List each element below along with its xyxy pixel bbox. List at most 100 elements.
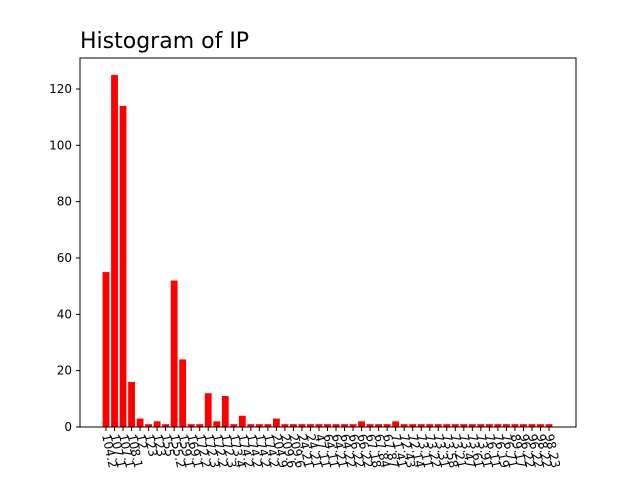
x-tick-label: 107.1 <box>116 433 137 470</box>
bar-34 <box>392 421 400 427</box>
bar-2 <box>119 105 127 427</box>
x-tick-label: 172.3 <box>201 433 222 470</box>
bar-28 <box>341 424 348 427</box>
bar-20 <box>272 418 280 427</box>
x-tick-label: 174.2 <box>244 433 265 470</box>
x-tick-label: 73.91 <box>474 433 495 470</box>
x-tick-label: 159.1 <box>176 433 197 470</box>
bar-0 <box>102 272 110 427</box>
bar-6 <box>153 421 161 427</box>
bar-25 <box>315 424 323 427</box>
x-tick-label: 204.9 <box>269 433 290 470</box>
bar-31 <box>366 424 374 427</box>
bar-35 <box>400 424 408 427</box>
x-tick-label: 24.21 <box>304 433 325 470</box>
bar-10 <box>187 424 195 427</box>
bar-12 <box>204 393 212 427</box>
y-tick-label: 80 <box>57 195 72 209</box>
x-tick-label: 73.61 <box>465 433 486 470</box>
x-tick-label: 66.22 <box>346 433 367 470</box>
x-tick-label: 123 <box>150 433 168 458</box>
bar-43 <box>468 424 476 427</box>
x-tick-label: 24.21 <box>295 433 316 470</box>
x-tick-label: 64.22 <box>338 433 359 470</box>
x-tick-label: 12 <box>133 433 150 451</box>
y-tick-label: 20 <box>57 364 72 378</box>
x-tick-label: 155 <box>159 433 177 458</box>
x-tick-label: 108.1 <box>125 433 146 470</box>
x-tick-label: 155.2 <box>167 433 188 470</box>
x-tick-label: 174.2 <box>252 433 273 470</box>
x-tick-label: 89.17 <box>508 433 529 470</box>
bar-32 <box>375 424 383 427</box>
x-tick-label: 174.2 <box>261 433 282 470</box>
y-tick-label: 120 <box>49 82 72 96</box>
x-tick-label: 96.22 <box>525 433 546 470</box>
x-tick-label: 173.4 <box>227 433 248 470</box>
x-tick-label: 71.41 <box>389 433 410 470</box>
bar-50 <box>528 424 536 427</box>
x-tick-label: 72.14 <box>406 433 427 470</box>
bar-44 <box>477 424 485 427</box>
x-tick-label: 67.84 <box>372 433 393 470</box>
bar-39 <box>434 424 442 427</box>
bar-4 <box>136 418 144 427</box>
bar-21 <box>281 424 289 427</box>
x-axis: 104.2107.1107.1108.112123123155155.2159.… <box>99 427 563 469</box>
bar-30 <box>358 421 365 427</box>
bar-37 <box>417 424 425 427</box>
bar-23 <box>298 424 306 427</box>
x-tick-label: 73.47 <box>457 433 478 470</box>
bar-8 <box>170 280 178 427</box>
bar-40 <box>443 424 451 427</box>
x-tick-label: 73.31 <box>431 433 452 470</box>
bar-27 <box>332 424 340 427</box>
bar-26 <box>324 424 331 427</box>
x-tick-label: 47.11 <box>312 433 333 470</box>
x-tick-label: 76.71 <box>499 433 520 470</box>
x-tick-label: 72.43 <box>397 433 418 470</box>
x-tick-label: 172.2 <box>210 433 231 470</box>
x-tick-label: 66.22 <box>355 433 376 470</box>
x-tick-label: 67.18 <box>363 433 384 470</box>
x-tick-label: 64.11 <box>321 433 342 470</box>
y-tick-label: 40 <box>57 307 72 321</box>
x-tick-label: 73.21 <box>448 433 469 470</box>
bar-46 <box>494 424 502 427</box>
x-tick-label: 76.11 <box>482 433 503 470</box>
bar-1 <box>111 74 118 428</box>
x-tick-label: 174.2 <box>235 433 256 470</box>
bar-42 <box>460 424 468 427</box>
x-tick-label: 73.22 <box>423 433 444 470</box>
bar-5 <box>145 424 153 427</box>
plot-frame <box>79 57 577 428</box>
bar-3 <box>128 381 135 427</box>
bar-18 <box>255 424 263 427</box>
x-tick-label: 123 <box>142 433 160 458</box>
x-tick-label: 172.2 <box>193 433 214 470</box>
bar-9 <box>179 359 187 427</box>
x-tick-label: 76.19 <box>491 433 512 470</box>
bar-38 <box>426 424 434 427</box>
x-tick-label: 67.87 <box>380 433 401 470</box>
x-tick-label: 104.2 <box>99 433 120 470</box>
x-tick-label: 73.58 <box>440 433 461 470</box>
bar-group <box>102 74 553 428</box>
bar-15 <box>230 424 238 427</box>
x-tick-label: 96.22 <box>517 433 538 470</box>
bar-36 <box>409 424 417 427</box>
bar-45 <box>485 424 493 427</box>
bar-22 <box>290 424 297 427</box>
x-tick-label: 209.6 <box>278 433 299 470</box>
bar-19 <box>264 424 272 427</box>
bar-52 <box>545 424 553 427</box>
bar-33 <box>383 424 391 427</box>
x-tick-label: 98.22 <box>534 433 555 470</box>
bar-29 <box>349 424 357 427</box>
bar-47 <box>502 424 510 427</box>
bar-11 <box>196 424 204 427</box>
bar-17 <box>247 424 255 427</box>
x-tick-label: 169.1 <box>184 433 205 470</box>
bar-7 <box>162 424 170 427</box>
